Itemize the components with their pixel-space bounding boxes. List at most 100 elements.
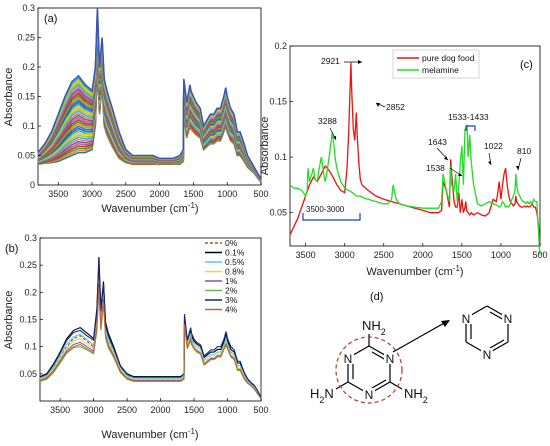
- panel-b-legend: 0%0.1%0.5%0.8%1%2%3%4%: [205, 238, 245, 315]
- panel-c-ytick-label: 0.05: [269, 208, 287, 218]
- panel-c-y-ticks: 0.05 0.1 0.15 0.2: [269, 41, 293, 218]
- panel-c-xtick-label: 3000: [335, 250, 355, 260]
- triazine-n-mask: [460, 312, 472, 324]
- panel-a-ytick-label: 0.05: [17, 151, 35, 161]
- bracket-3500-3000: [302, 213, 361, 221]
- panel-b-xtick-label: 500: [253, 405, 268, 415]
- melamine-nh2-right: NH2: [404, 386, 428, 405]
- panel-b-legend-label: 4%: [225, 305, 238, 315]
- panel-c-series-line: [289, 123, 541, 255]
- panel-c-legend: pure dog food melamine: [392, 49, 480, 79]
- panel-c-annotations: 2921 2852 3288 1643 1538 1533-1433 1022 …: [302, 56, 531, 221]
- panel-a-xtick-label: 3500: [48, 189, 68, 199]
- panel-a-label: (a): [44, 13, 57, 25]
- h2n-n: N: [324, 386, 333, 401]
- arrowhead-2921: [358, 60, 362, 64]
- panel-a-ytick-label: 0.1: [22, 121, 35, 131]
- melamine-ring-n: N: [344, 352, 353, 366]
- melamine-nh2-left: H2N: [310, 386, 334, 405]
- panel-c-xlabel-sup: -1: [453, 264, 461, 273]
- ring-n-mask: [363, 388, 375, 400]
- panel-d-molecule: (d) N N N NH2 NH2 H2N: [310, 291, 514, 405]
- arrowhead-1538: [458, 173, 462, 176]
- melamine-ring-n: N: [365, 388, 374, 402]
- panel-b-xtick-label: 2500: [117, 405, 137, 415]
- panel-b-xtick-label: 3500: [50, 405, 70, 415]
- panel-c-xlabel-main: Wavenumber (cm: [366, 266, 452, 278]
- panel-c-xtick-label: 3500: [296, 250, 316, 260]
- panel-a-ytick-label: 0.15: [17, 92, 35, 102]
- panel-a-xlabel: Wavenumber (cm-1): [101, 201, 198, 216]
- panel-b-xlabel-sup: -1: [188, 427, 196, 436]
- h2n-h: H: [310, 386, 319, 401]
- panel-b-ytick-label: 0.05: [19, 369, 37, 379]
- panel-b-legend-label: 0.5%: [225, 257, 245, 267]
- panel-b-ytick-label: 0.25: [19, 260, 37, 270]
- annotation-1538: 1538: [426, 163, 445, 173]
- triazine-double-bond: [489, 311, 505, 321]
- nh2-text: NH: [362, 318, 381, 333]
- panel-c-xtick-label: 2000: [413, 250, 433, 260]
- panel-b-xtick-label: 2000: [151, 405, 171, 415]
- panel-b-xtick-label: 1000: [217, 405, 237, 415]
- melamine-nh2-top: NH2: [362, 318, 386, 337]
- arrow-to-triazine: [392, 321, 447, 353]
- panel-b-legend-label: 1%: [225, 276, 238, 286]
- panel-b-ytick-label: 0.2: [24, 287, 37, 297]
- panel-c-chart: 0.05 0.1 0.15 0.2 3500 3000 2500 2000 1500 1000 5…: [259, 41, 548, 278]
- panel-c-label: (c): [520, 59, 533, 71]
- panel-b-legend-label: 3%: [225, 295, 238, 305]
- panel-b-xlabel: Wavenumber (cm-1): [101, 427, 198, 442]
- annotation-3288: 3288: [318, 116, 337, 126]
- panel-c-ytick-label: 0.15: [269, 97, 287, 107]
- triazine-structure: [465, 305, 509, 355]
- triazine-n-mask: [481, 348, 493, 360]
- triazine-n: N: [462, 312, 471, 326]
- panel-a-ytick-label: 0.25: [17, 33, 35, 43]
- panel-b-xtick-label: 3000: [84, 405, 104, 415]
- panel-c-x-ticks: 3500 3000 2500 2000 1500 1000 500: [296, 243, 548, 260]
- panel-b-xlabel-close: ): [195, 429, 199, 441]
- panel-a-xtick-label: 2000: [150, 189, 170, 199]
- nh2-subscript: 2: [423, 395, 428, 405]
- triazine-n: N: [504, 312, 513, 326]
- panel-c-xtick-label: 500: [532, 250, 547, 260]
- arrowhead-to-triazine: [441, 320, 450, 327]
- panel-a-xlabel-main: Wavenumber (cm: [101, 203, 187, 215]
- panel-b-label: (b): [5, 243, 18, 255]
- panel-b-xtick-label: 1500: [184, 405, 204, 415]
- panel-a-ylabel: Absorbance: [3, 68, 15, 127]
- annotation-1022: 1022: [484, 141, 503, 151]
- panel-c-ytick-label: 0.1: [274, 152, 287, 162]
- annotation-2852: 2852: [386, 102, 405, 112]
- panel-b-legend-label: 0.1%: [225, 248, 245, 258]
- panel-b-ytick-label: 0.3: [24, 233, 37, 243]
- panel-a-ytick-label: 0.3: [22, 3, 35, 13]
- legend-label-dog-food: pure dog food: [422, 53, 475, 63]
- panel-b-xlabel-main: Wavenumber (cm: [101, 429, 187, 441]
- panel-a-xlabel-close: ): [195, 203, 199, 215]
- panel-a-xtick-label: 1000: [217, 189, 237, 199]
- annotation-1533-1433: 1533-1433: [448, 112, 489, 122]
- panel-a-chart: 0 0.05 0.1 0.15 0.2 0.25 0.3 3500 3000 2500 2000 1…: [3, 3, 269, 215]
- panel-c-xtick-label: 2500: [374, 250, 394, 260]
- panel-a-y-ticks: 0 0.05 0.1 0.15 0.2 0.25 0.3: [17, 3, 41, 190]
- panel-c-xlabel-close: ): [460, 266, 464, 278]
- arrowhead-1022: [488, 161, 491, 165]
- annotation-1643: 1643: [428, 137, 447, 147]
- melamine-double-bond: [371, 351, 387, 361]
- panel-a-xlabel-sup: -1: [188, 201, 196, 210]
- panel-a-xtick-label: 2500: [116, 189, 136, 199]
- legend-label-melamine: melamine: [422, 65, 459, 75]
- panel-a-xtick-label: 1500: [183, 189, 203, 199]
- triazine-n: N: [483, 348, 492, 362]
- panel-b-spectra: [39, 256, 262, 399]
- panel-b-chart: 0.05 0.1 0.15 0.2 0.25 0.3 3500 3000 2500 2000 15…: [3, 233, 269, 441]
- bracket-1533-1433: [465, 125, 476, 131]
- panel-c-legend-box: [392, 49, 480, 79]
- annotation-810: 810: [517, 146, 531, 156]
- panel-a-spectra: [37, 7, 262, 183]
- panel-b-x-ticks: 3500 3000 2500 2000 1500 1000 500: [50, 398, 269, 415]
- triazine-n-mask: [502, 312, 514, 324]
- arrowhead-2852: [376, 103, 380, 107]
